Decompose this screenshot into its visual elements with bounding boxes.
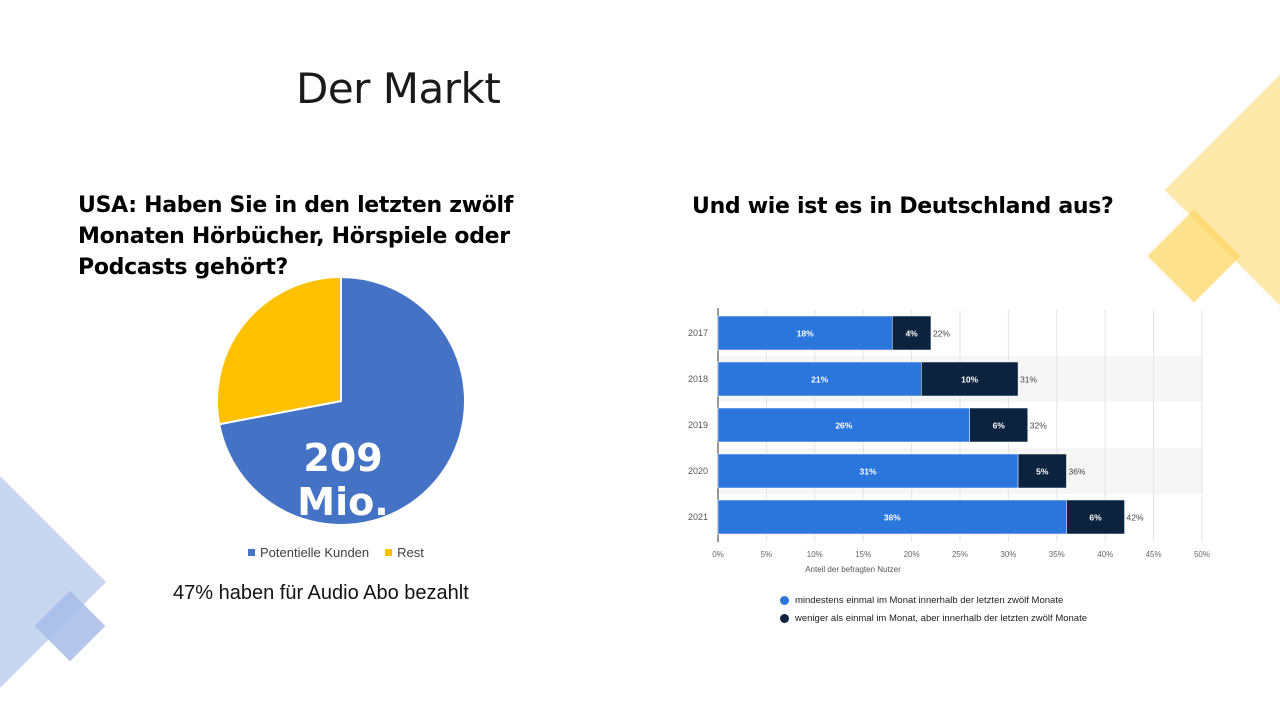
bar-value-label: 18% xyxy=(797,329,814,339)
y-tick-label: 2021 xyxy=(688,512,708,522)
x-tick-label: 0% xyxy=(712,550,724,559)
bar-segment-2018-s0 xyxy=(717,361,922,397)
x-tick-label: 10% xyxy=(807,550,823,559)
pie-slice-1 xyxy=(216,275,342,426)
bar-segment-2020-s1 xyxy=(1017,453,1067,489)
bar-value-label: 4% xyxy=(905,329,918,339)
bar-value-label: 21% xyxy=(811,375,828,385)
legend-swatch-yellow xyxy=(385,549,393,556)
germany-bar-chart: 0% 5% 10% 15% 20% 25% 30% 35% 40% 45% 50% 2017 18% 4%… xyxy=(688,308,1210,574)
pie-legend-item: Rest xyxy=(385,545,424,560)
legend-swatch-blue xyxy=(248,549,255,556)
bar-value-label: 10% xyxy=(961,375,978,385)
bar-segment-2017-s1 xyxy=(891,315,932,351)
bar-segment-2019-s0 xyxy=(717,407,970,443)
legend-dot-dark xyxy=(780,613,789,623)
slide-title: Der Markt xyxy=(296,64,501,113)
usa-subscription-note: 47% haben für Audio Abo bezahlt xyxy=(173,582,469,604)
bar-value-label: 6% xyxy=(993,421,1006,431)
y-tick-label: 2018 xyxy=(688,374,708,384)
x-tick-label: 35% xyxy=(1049,550,1065,559)
x-tick-label: 30% xyxy=(1000,550,1016,559)
bar-legend-label: mindestens einmal im Monat innerhalb der… xyxy=(795,594,1064,606)
bar-value-label: 5% xyxy=(1036,467,1049,477)
y-tick-label: 2020 xyxy=(688,466,708,476)
bar-total-label: 22% xyxy=(933,329,950,339)
decorative-blue-diamond xyxy=(0,475,107,689)
y-tick-label: 2017 xyxy=(688,328,708,338)
bar-segment-2021-s0 xyxy=(717,499,1067,535)
usa-pie-chart xyxy=(216,275,466,526)
pie-legend-item: Potentielle Kunden xyxy=(248,545,369,560)
x-tick-label: 50% xyxy=(1194,550,1210,559)
x-tick-label: 25% xyxy=(952,550,968,559)
bar-total-label: 31% xyxy=(1020,375,1037,385)
bar-segment-2021-s1 xyxy=(1066,499,1125,535)
x-tick-label: 20% xyxy=(904,550,920,559)
bar-legend: mindestens einmal im Monat innerhalb der… xyxy=(780,591,1087,627)
bar-value-label: 6% xyxy=(1089,513,1102,523)
x-tick-label: 40% xyxy=(1097,550,1113,559)
bar-segment-2018-s1 xyxy=(921,361,1019,397)
bar-value-label: 26% xyxy=(835,421,852,431)
pie-legend: Potentielle Kunden Rest xyxy=(248,545,424,560)
pie-slice-0 xyxy=(218,275,466,526)
bar-value-label: 36% xyxy=(884,513,901,523)
x-tick-label: 45% xyxy=(1146,550,1162,559)
x-tick-label: 15% xyxy=(855,550,871,559)
x-tick-label: 5% xyxy=(761,550,773,559)
bar-segment-2017-s0 xyxy=(717,315,893,351)
x-axis-label: Anteil der befragten Nutzer xyxy=(805,565,901,574)
usa-question-heading: USA: Haben Sie in den letzten zwölf Mona… xyxy=(78,193,514,280)
bar-segment-2020-s0 xyxy=(717,453,1019,489)
germany-question-heading: Und wie ist es in Deutschland aus? xyxy=(692,194,1114,219)
pie-center-label: 209 Mio. xyxy=(297,436,389,524)
y-tick-label: 2019 xyxy=(688,420,708,430)
bar-total-label: 32% xyxy=(1030,421,1047,431)
legend-dot-light xyxy=(780,595,789,605)
bar-value-label: 31% xyxy=(860,467,877,477)
pie-legend-label: Rest xyxy=(397,545,424,560)
bar-legend-label: weniger als einmal im Monat, aber innerh… xyxy=(795,612,1088,624)
bar-legend-item: weniger als einmal im Monat, aber innerh… xyxy=(780,609,1087,627)
bar-total-label: 42% xyxy=(1127,513,1144,523)
bar-legend-item: mindestens einmal im Monat innerhalb der… xyxy=(780,591,1087,609)
bar-total-label: 36% xyxy=(1068,467,1085,477)
pie-legend-label: Potentielle Kunden xyxy=(260,545,370,560)
bar-segment-2019-s1 xyxy=(969,407,1029,443)
